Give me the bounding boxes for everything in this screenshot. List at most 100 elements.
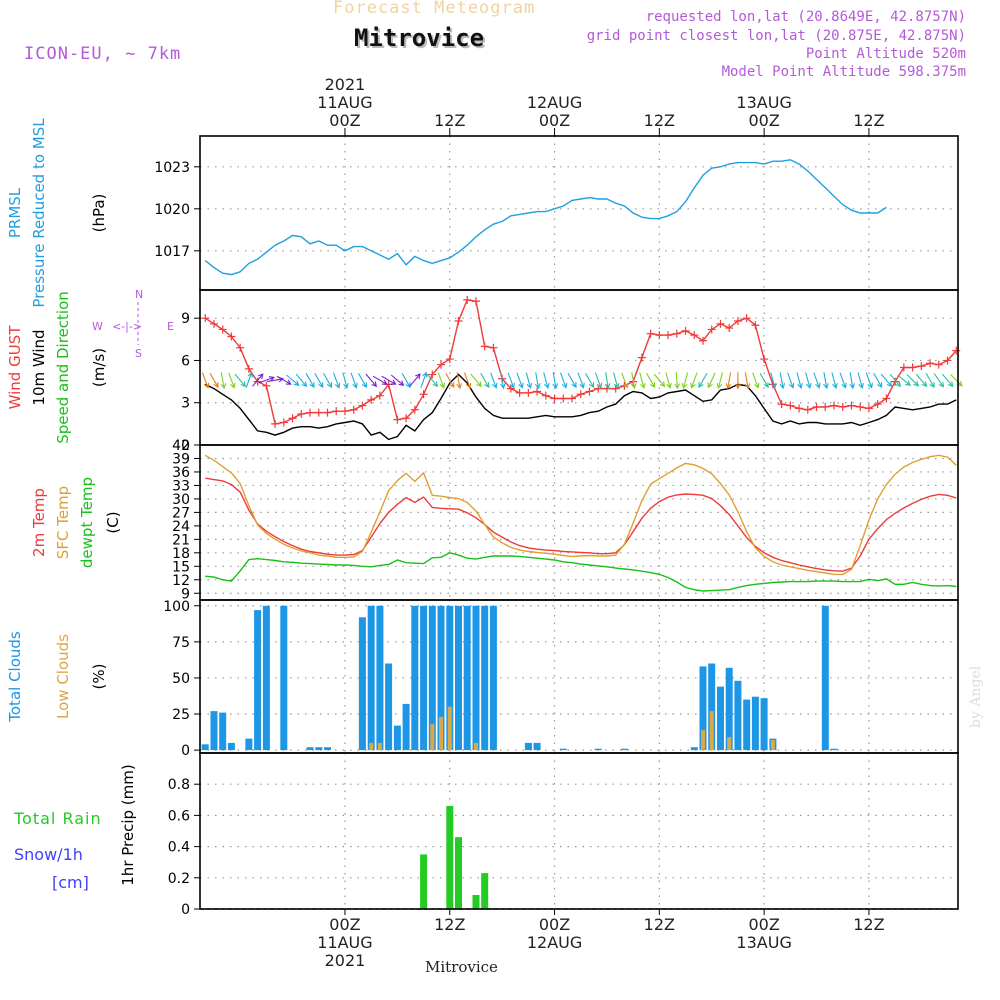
data-point [340,407,349,416]
time-label-bottom: 12Z [644,915,675,934]
series-line-dewpt-temp [205,552,957,592]
y-tick-label: 30 [172,492,190,508]
data-point [489,343,498,352]
time-label-bottom: 12AUG [527,933,582,952]
y-tick-label: 1020 [154,202,190,218]
data-point [856,402,865,411]
data-point [349,405,358,414]
bar [690,747,698,751]
time-label-top: 13AUG [736,93,791,112]
data-point [375,391,384,400]
data-point [838,402,847,411]
bar [315,747,323,751]
panel-wind: 0 3 6 9 Wind GUST 10m Wind Speed and Direction… [6,288,963,454]
panel-label: Total Clouds [6,631,24,723]
y-tick-label: 9 [181,311,190,327]
data-point [533,387,542,396]
wind-arrow [258,376,275,384]
y-tick-label: 12 [172,573,190,589]
bar [770,740,775,751]
data-point [803,405,812,414]
wind-arrow [752,372,760,389]
data-point [891,377,900,386]
data-point [271,419,280,428]
data-point [716,319,725,328]
wind-arrow [381,375,397,385]
data-point [332,407,341,416]
wind-arrow [621,372,629,389]
data-point [253,377,262,386]
panel-label: Wind GUST [6,325,24,410]
data-point [952,346,961,355]
bar [455,605,462,751]
wind-arrow [426,373,439,388]
wind-arrow [372,375,388,385]
data-point [367,395,376,404]
bar [393,725,401,751]
y-axis-label: (m/s) [90,348,108,387]
data-point [402,414,411,423]
wind-arrow [234,373,247,388]
data-point [437,360,446,369]
bar [377,742,382,751]
bar [324,747,331,751]
wind-arrow [342,372,349,390]
data-point [725,324,734,333]
wind-arrow [813,372,821,389]
panel-label: Total Rain [13,809,102,828]
panel-label: Snow/1h [14,845,83,864]
wind-arrow [787,372,795,389]
wind-arrow [507,372,515,389]
y-axis-label: 1hr Precip (mm) [119,764,137,885]
wind-arrow [933,373,945,388]
bar [446,605,454,751]
data-point [646,329,655,338]
data-point [201,314,210,323]
y-tick-label: 39 [172,451,190,467]
bar [227,742,235,751]
time-label-top: 12AUG [527,93,582,112]
wind-arrow [674,372,681,390]
bar [699,666,707,751]
bar [489,605,497,751]
bar [743,699,751,751]
bar [439,716,443,751]
bar [533,742,541,751]
wind-arrow [305,373,315,389]
data-point [568,394,577,403]
wind-arrow [209,373,219,389]
y-tick-label: 0.4 [168,840,190,856]
data-point [934,360,943,369]
wind-arrow [897,374,911,387]
y-tick-label: 0.2 [168,871,190,887]
bar [620,748,628,751]
wind-arrow [456,372,463,390]
panel-label: 2m Temp [30,488,48,557]
wind-arrow [286,374,300,387]
bar [430,724,435,751]
wind-arrow [831,372,838,390]
data-point [847,401,856,410]
data-point [306,408,315,417]
wind-arrow [470,373,482,388]
y-tick-label: 0.6 [168,808,190,824]
y-tick-label: 0 [181,438,190,454]
time-label-bottom: 2021 [325,951,366,970]
wind-arrow [480,373,490,389]
time-label-top: 12Z [434,111,465,130]
wind-arrow [552,372,559,390]
data-point [760,355,769,364]
y-tick-label: 50 [172,671,190,687]
data-point [428,370,437,379]
data-point [227,332,236,341]
data-point [873,400,882,409]
time-label-bottom: 00Z [539,915,570,934]
wind-arrow [445,373,455,389]
wind-arrow [567,373,577,389]
data-point [882,394,891,403]
time-label-top: 00Z [748,111,779,130]
wind-arrow [716,372,724,389]
wind-arrow [401,373,411,389]
wind-arrow [805,372,812,390]
wind-arrow [698,373,708,389]
